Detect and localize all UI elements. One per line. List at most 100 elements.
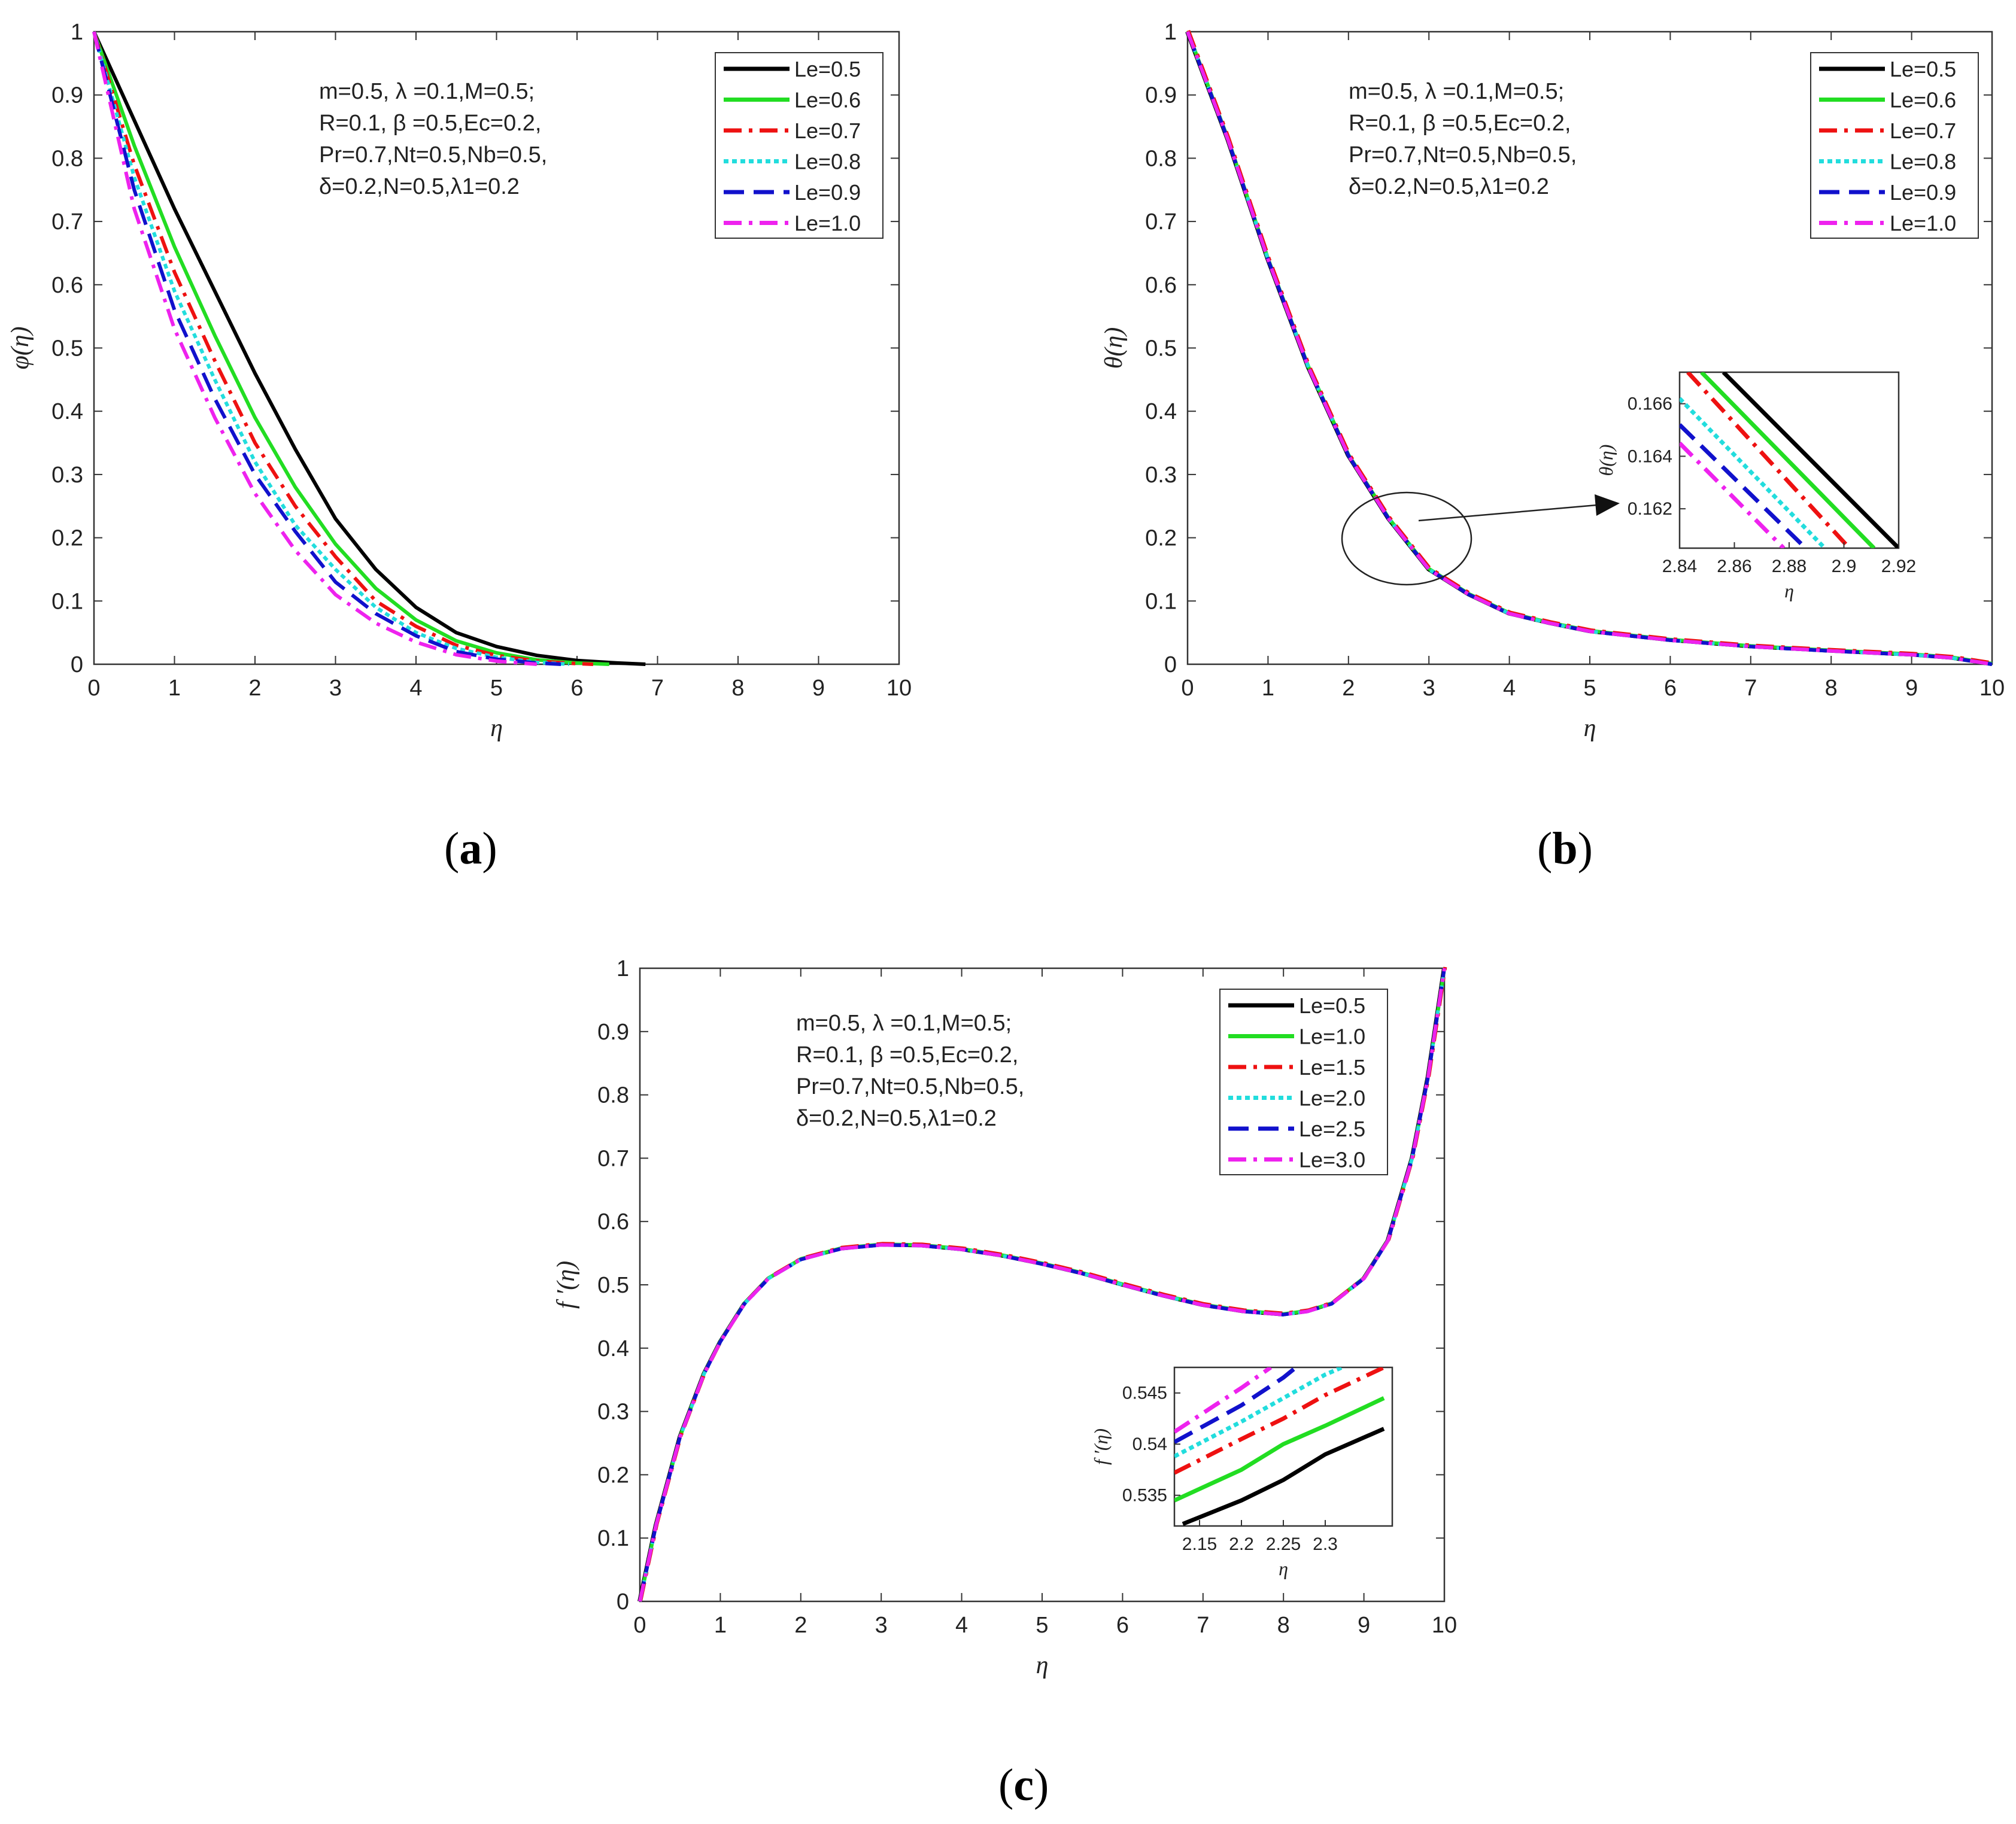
legend-label: Le=2.5 <box>1299 1117 1365 1141</box>
inset-series-line <box>1174 1367 1343 1458</box>
y-tick-label: 1 <box>1164 20 1177 45</box>
chart-a: 0 1 2 3 4 5 6 7 8 9 10 0 0.1 0.2 0.3 0.4 0.5 0.6 0.7 0.8 0.9… <box>7 20 912 742</box>
x-tick-label: 6 <box>1116 1613 1129 1638</box>
inset-series-line <box>1182 1427 1385 1526</box>
parameter-annotation: R=0.1, β =0.5,Ec=0.2, <box>319 111 541 136</box>
parameter-annotation: δ=0.2,N=0.5,λ1=0.2 <box>319 174 520 199</box>
inset-y-tick-label: 0.54 <box>1133 1434 1167 1454</box>
parameter-annotation: Pr=0.7,Nt=0.5,Nb=0.5, <box>796 1074 1024 1099</box>
y-tick-label: 0.7 <box>51 209 83 235</box>
y-axis-label: f ′(η) <box>552 1261 580 1309</box>
inset-y-tick-label: 0.535 <box>1122 1486 1167 1506</box>
parameter-annotation: R=0.1, β =0.5,Ec=0.2, <box>796 1042 1018 1068</box>
series-line <box>92 31 609 666</box>
parameter-annotation: δ=0.2,N=0.5,λ1=0.2 <box>1349 174 1549 199</box>
y-tick-label: 0.8 <box>51 146 83 171</box>
legend-box <box>1810 52 1979 239</box>
x-tick-label: 3 <box>329 676 342 701</box>
x-tick-label: 4 <box>409 676 422 701</box>
legend-label: Le=0.6 <box>794 88 861 113</box>
y-tick-label: 0.7 <box>1145 209 1177 235</box>
parameter-annotation: m=0.5, λ =0.1,M=0.5; <box>1349 79 1564 104</box>
y-tick-label: 0.5 <box>1145 336 1177 361</box>
series-line <box>92 31 646 666</box>
legend-label: Le=1.0 <box>1299 1025 1365 1049</box>
x-tick-label: 9 <box>812 676 825 701</box>
y-tick-label: 0.4 <box>597 1336 629 1361</box>
y-tick-label: 0.2 <box>597 1463 629 1488</box>
y-tick-label: 0.1 <box>51 589 83 614</box>
x-tick-label: 8 <box>1825 676 1838 701</box>
inset-y-axis-label: θ(η) <box>1595 445 1617 476</box>
inset-series-group <box>1680 372 1899 548</box>
y-tick-label: 0.8 <box>597 1083 629 1108</box>
legend-label: Le=1.0 <box>794 211 861 236</box>
y-tick-label: 0.6 <box>51 273 83 298</box>
legend-label: Le=0.5 <box>1890 57 1956 81</box>
y-tick-label: 0.6 <box>597 1209 629 1235</box>
inset-series-line <box>1722 372 1899 548</box>
y-tick-label: 0.4 <box>51 399 83 424</box>
series-line <box>92 31 538 666</box>
series-line <box>638 968 1446 1602</box>
x-tick-label: 10 <box>886 676 912 701</box>
x-tick-label: 7 <box>1744 676 1757 701</box>
y-axis-label: φ(η) <box>7 326 34 369</box>
legend-label: Le=0.5 <box>794 57 861 81</box>
x-tick-label: 2 <box>1342 676 1355 701</box>
inset-frame <box>1173 1366 1393 1527</box>
zoom-arrow-line <box>1418 504 1598 522</box>
y-tick-label: 0.3 <box>1145 463 1177 488</box>
chart-b: 0 1 2 3 4 5 6 7 8 9 10 0 0.1 0.2 0.3 0.4 0.5 0.6 0.7 0.8 0.9… <box>1100 20 2005 742</box>
inset-y-axis-label: f ′(η) <box>1090 1428 1112 1465</box>
inset-x-tick-label: 2.9 <box>1832 557 1857 576</box>
x-tick-label: 6 <box>570 676 583 701</box>
inset-series-line <box>1680 442 1786 548</box>
x-axis-label: η <box>1584 715 1596 742</box>
y-tick-label: 0 <box>1164 652 1177 677</box>
x-tick-label: 5 <box>1583 676 1596 701</box>
parameter-annotation: Pr=0.7,Nt=0.5,Nb=0.5, <box>1349 142 1577 168</box>
panel-label-b: (b) <box>1537 823 1593 874</box>
x-tick-label: 7 <box>1197 1613 1209 1638</box>
series-group <box>92 31 646 666</box>
x-tick-label: 5 <box>490 676 503 701</box>
y-tick-label: 1 <box>71 20 83 45</box>
parameter-annotation: R=0.1, β =0.5,Ec=0.2, <box>1349 111 1571 136</box>
inset-x-tick-label: 2.92 <box>1881 557 1916 576</box>
y-tick-label: 0.1 <box>597 1526 629 1551</box>
inset-y-tick-label: 0.545 <box>1122 1384 1167 1403</box>
inset-x-tick-label: 2.84 <box>1662 557 1697 576</box>
y-tick-label: 0 <box>617 1589 629 1615</box>
legend-label: Le=0.9 <box>1890 180 1956 205</box>
series-group <box>637 966 1447 1602</box>
series-group <box>1185 29 1993 666</box>
inset-series-line <box>1174 1367 1385 1475</box>
chart-c: 0 1 2 3 4 5 6 7 8 9 10 0 0.1 0.2 0.3 0.4 0.5 0.6 0.7 0.8 0.9… <box>552 956 1457 1679</box>
y-tick-label: 0 <box>71 652 83 677</box>
y-tick-label: 1 <box>617 956 629 981</box>
y-tick-label: 0.7 <box>597 1146 629 1171</box>
series-line <box>92 31 561 666</box>
legend-label: Le=1.0 <box>1890 211 1956 236</box>
legend-label: Le=0.5 <box>1299 993 1365 1018</box>
x-tick-label: 3 <box>1423 676 1435 701</box>
x-tick-label: 3 <box>875 1613 888 1638</box>
parameter-annotation: Pr=0.7,Nt=0.5,Nb=0.5, <box>319 142 547 168</box>
legend-label: Le=0.7 <box>1890 118 1956 143</box>
x-tick-label: 10 <box>1979 676 2005 701</box>
inset-chart: 2.84 2.86 2.88 2.9 2.92 0.162 0.164 0.166 η θ(η) <box>1595 371 1916 601</box>
x-tick-label: 1 <box>168 676 181 701</box>
zoom-ellipse <box>1341 491 1472 586</box>
series-line <box>92 31 594 666</box>
legend: Le=0.5 Le=0.6 Le=0.7 Le=0.8 Le=0.9 Le=1.0 <box>715 52 883 239</box>
x-tick-label: 1 <box>714 1613 727 1638</box>
legend-label: Le=3.0 <box>1299 1148 1365 1172</box>
x-tick-label: 8 <box>1277 1613 1290 1638</box>
parameter-annotation: m=0.5, λ =0.1,M=0.5; <box>319 79 535 104</box>
x-tick-label: 5 <box>1036 1613 1048 1638</box>
inset-series-line <box>1174 1396 1385 1503</box>
y-axis-label: θ(η) <box>1100 327 1128 369</box>
legend-box <box>715 52 883 239</box>
